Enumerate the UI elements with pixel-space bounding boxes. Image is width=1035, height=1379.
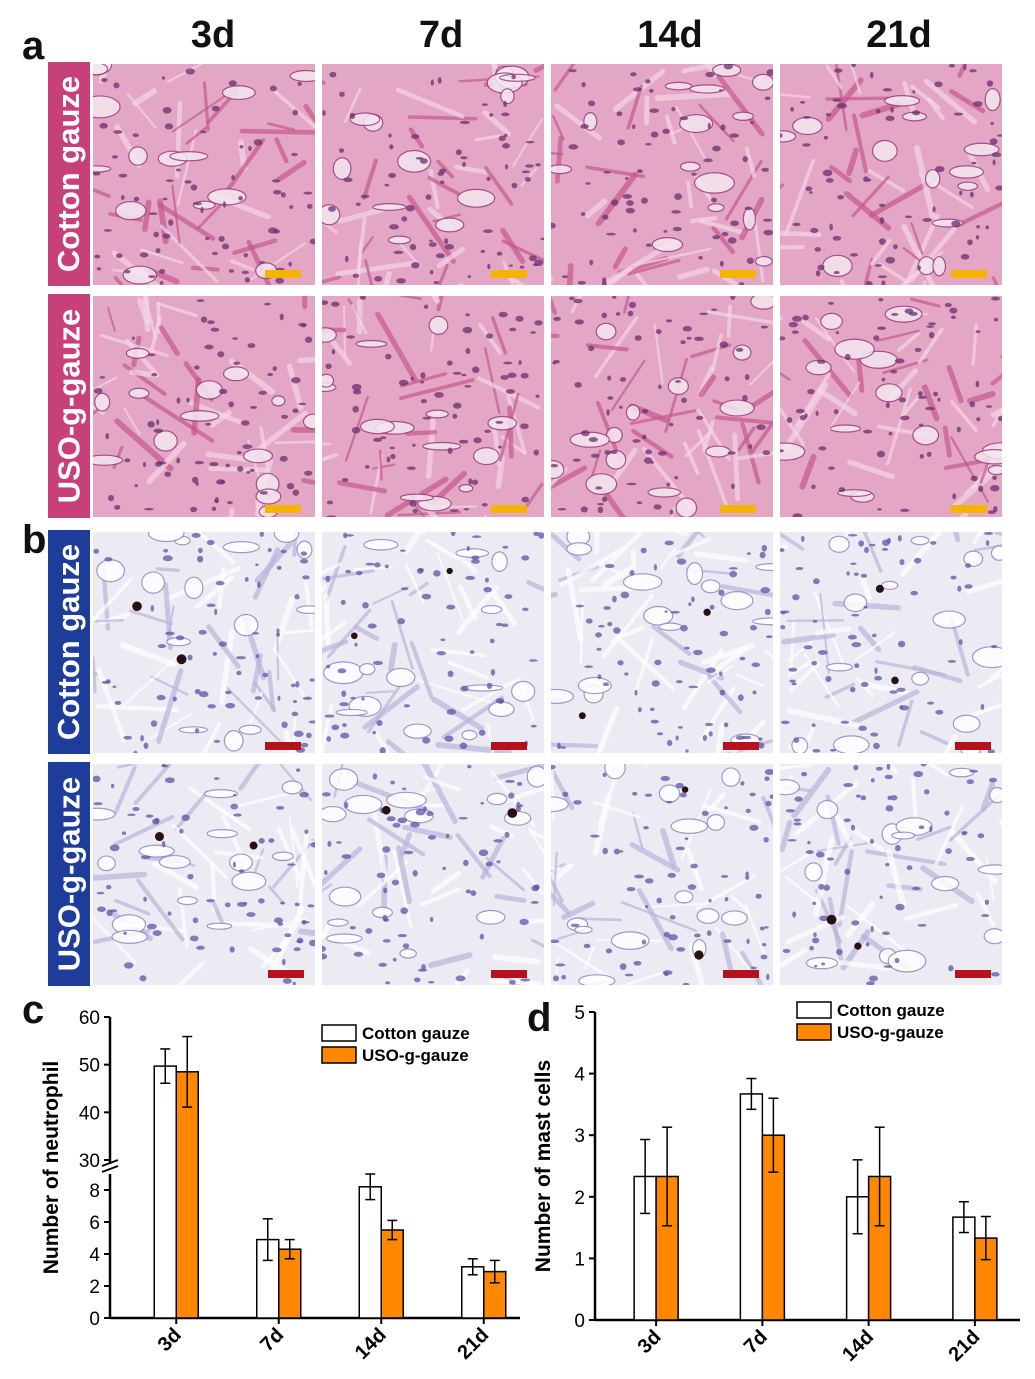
y-tick-label: 50 <box>79 1056 100 1077</box>
bar <box>358 1186 382 1319</box>
y-axis-label: Number of mast cells <box>532 1060 555 1272</box>
column-header-21d: 21d <box>866 14 932 56</box>
micrograph-he-cotton-3d <box>93 64 315 285</box>
panel-label-d: d <box>527 996 552 1040</box>
y-tick-label: 40 <box>79 1103 100 1124</box>
x-tick-label: 7d <box>740 1326 772 1358</box>
y-tick-label: 2 <box>574 1188 585 1209</box>
bar <box>380 1229 404 1319</box>
bar <box>175 1071 199 1319</box>
scale-bar <box>491 970 527 978</box>
bar <box>739 1093 764 1321</box>
y-tick-label: 5 <box>574 1003 585 1024</box>
legend-swatch <box>321 1024 357 1042</box>
legend-label: Cotton gauze <box>362 1024 470 1043</box>
scale-bar <box>723 742 759 750</box>
micrograph-tb-cotton-3d <box>93 532 315 753</box>
micrograph-tb-cotton-7d <box>322 532 544 753</box>
column-header-7d: 7d <box>418 14 464 56</box>
y-tick-label: 60 <box>79 1008 100 1029</box>
bar <box>153 1065 177 1319</box>
row-label-he-uso: USO-g-gauze <box>48 294 90 518</box>
scale-bar <box>491 505 527 513</box>
legend-swatch <box>796 1001 832 1019</box>
scale-bar <box>720 270 756 278</box>
mast-cell-bar-chart: Number of mast cells 0 1 2 3 4 5 3d 7d 14d 21d Cott… <box>532 1001 1020 1366</box>
scale-bar <box>955 742 991 750</box>
row-label-he-cotton: Cotton gauze <box>48 62 90 286</box>
x-tick-label: 21d <box>453 1324 493 1364</box>
micrograph-he-cotton-7d <box>322 64 544 285</box>
x-tick-label: 21d <box>944 1326 984 1366</box>
y-tick-label: 4 <box>89 1245 100 1266</box>
micrograph-tb-uso-7d <box>322 764 544 985</box>
scale-bar <box>491 742 527 750</box>
y-tick-label: 6 <box>89 1213 100 1234</box>
micrograph-he-uso-7d <box>322 296 544 517</box>
y-tick-label: 0 <box>89 1309 100 1330</box>
scale-bar <box>951 505 987 513</box>
micrograph-he-uso-3d <box>93 296 315 517</box>
legend-swatch <box>321 1046 357 1064</box>
scale-bar <box>265 270 301 278</box>
legend-label: USO-g-gauze <box>837 1023 944 1042</box>
micrograph-tb-uso-3d <box>93 764 315 985</box>
y-tick-label: 4 <box>574 1065 585 1086</box>
scale-bar <box>720 505 756 513</box>
micrograph-tb-cotton-21d <box>780 532 1002 753</box>
scale-bar <box>268 970 304 978</box>
y-tick-label: 8 <box>89 1181 100 1202</box>
y-tick-label: 0 <box>574 1311 585 1332</box>
y-tick-label: 3 <box>574 1126 585 1147</box>
x-tick-label: 7d <box>256 1324 288 1356</box>
scale-bar <box>491 270 527 278</box>
x-tick-label: 3d <box>634 1326 666 1358</box>
micrograph-tb-uso-21d <box>780 764 1002 985</box>
y-tick-label: 30 <box>79 1151 100 1172</box>
y-tick-label: 1 <box>574 1249 585 1270</box>
micrograph-tb-uso-14d <box>551 764 773 985</box>
column-header-3d: 3d <box>190 14 236 56</box>
scale-bar <box>951 270 987 278</box>
x-tick-label: 3d <box>154 1324 186 1356</box>
scale-bar <box>265 742 301 750</box>
scale-bar <box>265 505 301 513</box>
scale-bar <box>955 970 991 978</box>
legend-label: Cotton gauze <box>837 1001 945 1020</box>
legend-label: USO-g-gauze <box>362 1046 469 1065</box>
axis-break-icon <box>101 1159 119 1173</box>
row-label-tb-uso: USO-g-gauze <box>48 762 90 986</box>
panel-label-b: b <box>22 518 47 562</box>
column-header-14d: 14d <box>637 14 703 56</box>
x-tick-label: 14d <box>351 1324 391 1364</box>
legend-swatch <box>796 1023 832 1041</box>
y-tick-label: 2 <box>89 1277 100 1298</box>
micrograph-he-cotton-21d <box>780 64 1002 285</box>
y-axis-label: Number of neutrophil <box>40 1061 63 1275</box>
panel-label-c: c <box>22 988 45 1032</box>
micrograph-he-uso-14d <box>551 296 773 517</box>
x-tick-label: 14d <box>838 1326 878 1366</box>
row-label-tb-cotton: Cotton gauze <box>48 530 90 754</box>
neutrophil-bar-chart: Number of neutrophil 0 2 4 6 8 30 40 50 60 3d 7d 14d… <box>40 1008 520 1364</box>
panel-label-a: a <box>22 24 45 68</box>
scale-bar <box>723 970 759 978</box>
micrograph-he-cotton-14d <box>551 64 773 285</box>
micrograph-tb-cotton-14d <box>551 532 773 753</box>
micrograph-he-uso-21d <box>780 296 1002 517</box>
